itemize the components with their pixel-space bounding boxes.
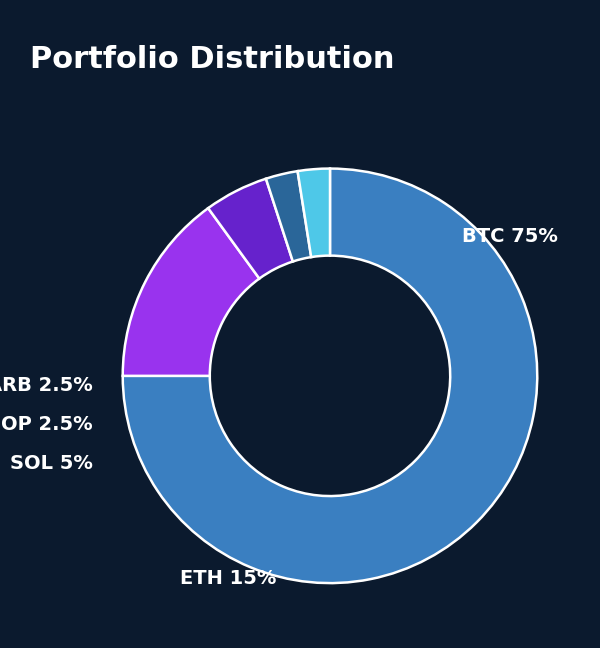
Text: Portfolio Distribution: Portfolio Distribution bbox=[30, 45, 395, 75]
Text: ARB 2.5%: ARB 2.5% bbox=[0, 376, 93, 395]
Wedge shape bbox=[266, 171, 311, 262]
Text: OP 2.5%: OP 2.5% bbox=[1, 415, 93, 434]
Wedge shape bbox=[208, 179, 293, 279]
Text: SOL 5%: SOL 5% bbox=[10, 454, 93, 473]
Text: BTC 75%: BTC 75% bbox=[462, 227, 558, 246]
Text: ETH 15%: ETH 15% bbox=[180, 568, 276, 588]
Wedge shape bbox=[123, 168, 537, 583]
Wedge shape bbox=[298, 168, 330, 257]
Wedge shape bbox=[123, 208, 259, 376]
